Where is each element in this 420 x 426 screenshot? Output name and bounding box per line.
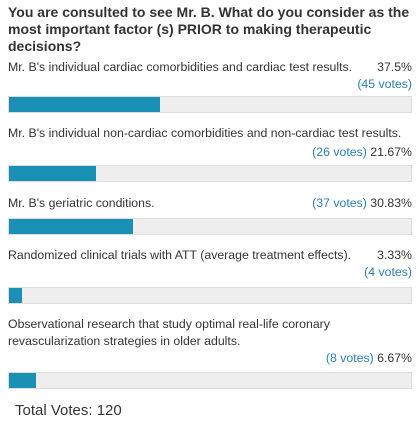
option-bar-track <box>8 372 412 389</box>
option-bar-track <box>8 96 412 113</box>
option-bar-track <box>8 218 412 235</box>
option-label: Observational research that study optima… <box>8 317 330 348</box>
option-bar-fill <box>9 97 160 112</box>
option-bar-fill <box>9 288 23 303</box>
option-bar-track <box>8 165 412 182</box>
option-votes: (45 votes) <box>357 77 412 91</box>
option-label: Mr. B's geriatric conditions. <box>8 196 155 210</box>
option-votes: (4 votes) <box>364 265 412 279</box>
option-stat: (26 votes) 21.67% <box>312 144 412 161</box>
option-votes: (8 votes) <box>325 351 374 365</box>
option-label: Mr. B's individual non-cardiac comorbidi… <box>8 126 402 140</box>
option-percent: 37.5% <box>377 60 412 74</box>
option-stat: (8 votes) 6.67% <box>326 350 412 367</box>
option-votes: (37 votes) <box>312 196 367 210</box>
option-stat: (37 votes) 30.83% <box>312 195 412 212</box>
poll-option: Randomized clinical trials with ATT (ave… <box>8 247 412 307</box>
poll-question: You are consulted to see Mr. B. What do … <box>8 4 410 54</box>
option-bar-track <box>8 287 412 304</box>
option-votes: (26 votes) <box>312 145 367 159</box>
option-percent: 6.67% <box>377 351 412 365</box>
option-bar-fill <box>9 373 36 388</box>
option-percent: 30.83% <box>370 196 412 210</box>
poll-option: Mr. B's individual cardiac comorbidities… <box>8 59 412 119</box>
poll-option: Observational research that study optima… <box>8 316 412 391</box>
total-votes: Total Votes: 120 <box>15 402 122 419</box>
option-percent: 3.33% <box>377 248 412 262</box>
option-bar-fill <box>9 166 97 181</box>
option-label: Randomized clinical trials with ATT (ave… <box>8 248 352 262</box>
option-bar-fill <box>9 219 133 234</box>
option-percent: 21.67% <box>370 145 412 159</box>
poll-option: Mr. B's individual non-cardiac comorbidi… <box>8 125 412 185</box>
option-label: Mr. B's individual cardiac comorbidities… <box>8 60 353 74</box>
poll-option: Mr. B's geriatric conditions. (37 votes)… <box>8 195 412 245</box>
